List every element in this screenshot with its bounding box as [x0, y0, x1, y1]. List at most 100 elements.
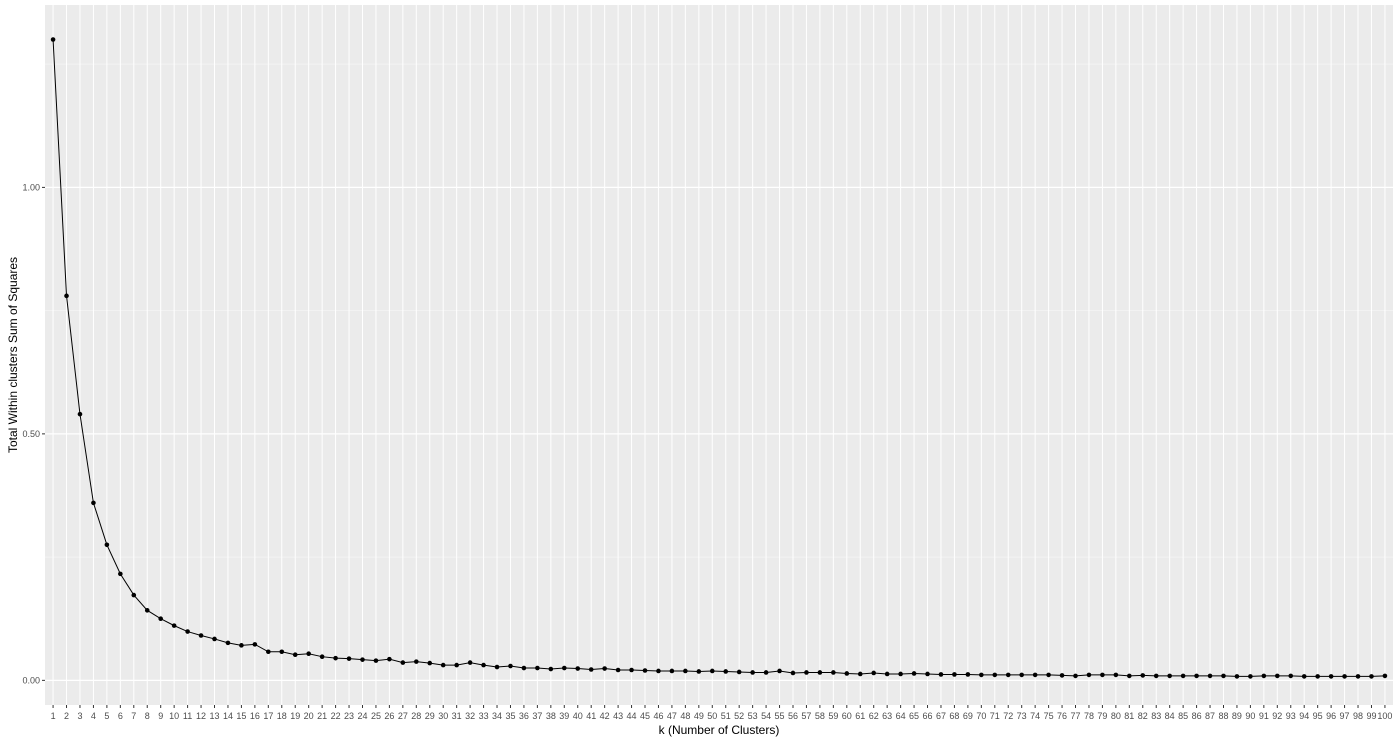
data-point	[454, 662, 459, 668]
data-point	[1019, 672, 1024, 678]
x-tick-label: 12	[196, 711, 206, 721]
x-tick-label: 64	[896, 711, 906, 721]
data-point	[1369, 674, 1374, 679]
series-points	[50, 37, 1388, 679]
x-tick-label: 8	[145, 711, 150, 721]
x-tick-label: 43	[613, 711, 623, 721]
data-point	[1059, 673, 1065, 678]
data-point	[346, 656, 352, 661]
data-point	[1046, 672, 1051, 678]
x-tick-label: 66	[923, 711, 933, 721]
data-point	[629, 667, 634, 673]
x-tick-label: 72	[1003, 711, 1013, 721]
x-tick-label: 18	[277, 711, 287, 721]
x-tick-label: 27	[398, 711, 408, 721]
data-point	[952, 672, 957, 677]
data-point	[387, 656, 392, 662]
x-tick-label: 93	[1286, 711, 1296, 721]
data-point	[1301, 674, 1307, 679]
data-point	[252, 642, 258, 647]
x-tick-label: 85	[1178, 711, 1188, 721]
x-tick-label: 30	[438, 711, 448, 721]
x-tick-label: 25	[371, 711, 381, 721]
x-tick-label: 10	[169, 711, 179, 721]
data-point	[548, 666, 554, 672]
x-tick-label: 67	[936, 711, 946, 721]
x-tick-label: 14	[223, 711, 233, 721]
data-point	[427, 660, 433, 666]
x-tick-label: 9	[158, 711, 163, 721]
data-point	[683, 668, 688, 674]
x-tick-label: 76	[1057, 711, 1067, 721]
data-point	[508, 663, 513, 669]
data-point	[911, 671, 917, 676]
data-point	[1355, 674, 1361, 679]
x-tick-label: 89	[1232, 711, 1242, 721]
x-tick-label: 68	[949, 711, 959, 721]
x-tick-label: 22	[331, 711, 341, 721]
x-tick-label: 95	[1313, 711, 1323, 721]
data-point	[1221, 673, 1226, 679]
x-tick-label: 50	[707, 711, 717, 721]
data-point	[292, 652, 298, 658]
data-point	[481, 662, 486, 668]
x-tick-label: 79	[1097, 711, 1107, 721]
data-point	[1342, 674, 1347, 679]
x-tick-label: 92	[1272, 711, 1282, 721]
data-point	[1275, 673, 1280, 679]
series-line-layer	[52, 39, 1385, 677]
x-tick-label: 77	[1070, 711, 1080, 721]
x-tick-label: 28	[411, 711, 421, 721]
x-tick-label: 82	[1138, 711, 1148, 721]
data-point	[400, 660, 406, 665]
x-tick-label: 13	[210, 711, 220, 721]
data-point	[925, 671, 930, 677]
data-point	[884, 671, 890, 677]
x-tick-label: 2	[64, 711, 69, 721]
data-point	[763, 670, 769, 675]
data-point	[212, 636, 217, 642]
x-tick-label: 44	[627, 711, 637, 721]
x-axis-ticks: 1 2 3 4 5 6 7 8 9 10 11 12 13 14 15 16 17 18 19 20 21 22 23 24 2…	[51, 705, 1392, 721]
x-tick-label: 90	[1245, 711, 1255, 721]
data-point	[750, 670, 755, 675]
x-tick-label: 41	[586, 711, 596, 721]
x-tick-label: 51	[721, 711, 731, 721]
x-tick-label: 3	[77, 711, 82, 721]
data-point	[77, 411, 83, 417]
x-tick-label: 16	[250, 711, 260, 721]
x-tick-label: 34	[492, 711, 502, 721]
data-point	[1234, 674, 1240, 679]
x-tick-label: 45	[640, 711, 650, 721]
data-point	[118, 571, 123, 577]
data-point	[494, 664, 500, 670]
data-point	[373, 658, 379, 663]
x-tick-label: 78	[1084, 711, 1094, 721]
x-tick-label: 58	[815, 711, 825, 721]
data-point	[360, 657, 365, 662]
x-tick-label: 80	[1111, 711, 1121, 721]
x-tick-label: 99	[1366, 711, 1376, 721]
data-point	[817, 670, 823, 675]
x-tick-label: 11	[183, 711, 192, 721]
y-axis-title: Total Within clusters Sum of Squares	[6, 257, 20, 453]
x-tick-label: 96	[1326, 711, 1336, 721]
x-tick-label: 24	[357, 711, 367, 721]
x-axis-title: k (Number of Clusters)	[659, 723, 780, 737]
data-point	[669, 668, 675, 674]
data-point	[1207, 673, 1213, 679]
x-tick-label: 17	[263, 711, 273, 721]
data-point	[844, 671, 850, 676]
x-tick-label: 81	[1124, 711, 1134, 721]
x-tick-label: 42	[600, 711, 610, 721]
x-tick-label: 7	[131, 711, 136, 721]
data-point	[561, 665, 567, 671]
data-point	[467, 660, 473, 665]
data-point	[898, 671, 903, 677]
x-tick-label: 55	[775, 711, 785, 721]
x-tick-label: 15	[236, 711, 246, 721]
data-point	[602, 666, 607, 671]
data-point	[306, 651, 311, 657]
data-point	[992, 672, 998, 678]
data-point	[790, 670, 796, 676]
